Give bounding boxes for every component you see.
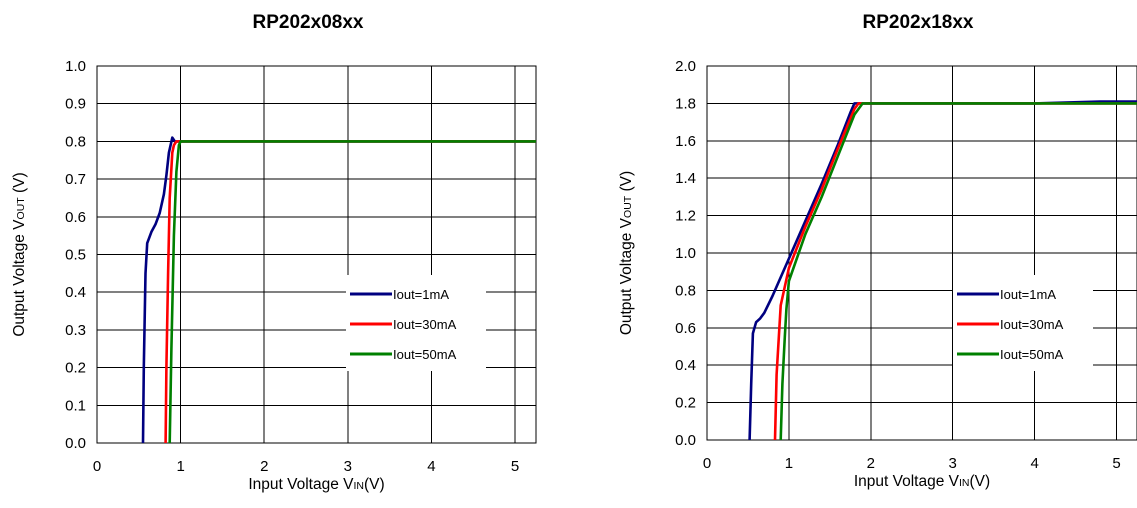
x-tick-label: 5	[1112, 455, 1120, 472]
y-axis-label-subscript: OUT	[15, 197, 27, 220]
series-line-2	[773, 102, 1137, 440]
x-axis-label-text: Input Voltage V	[248, 476, 354, 493]
y-tick-label: 0.0	[675, 432, 696, 449]
plot-frame	[706, 65, 1137, 441]
x-tick-label: 1	[785, 455, 793, 472]
y-tick-label: 1.6	[675, 133, 696, 150]
y-tick-label: 0.2	[675, 395, 696, 412]
y-tick-label: 1.0	[65, 58, 86, 75]
x-axis-label-subscript: IN	[959, 477, 970, 489]
legend-label-3: Iout=50mA	[393, 347, 457, 362]
y-tick-label: 0.9	[65, 96, 86, 113]
y-tick-label: 0.7	[65, 171, 86, 188]
y-tick-label: 2.0	[675, 58, 696, 75]
y-tick-label: 0.3	[65, 322, 86, 339]
plot-frame	[96, 65, 537, 444]
y-axis-label: Output Voltage VOUT (V)	[11, 172, 28, 336]
y-tick-label: 0.5	[65, 247, 86, 264]
x-tick-label: 4	[1030, 455, 1038, 472]
y-axis-label-subscript: OUT	[622, 195, 634, 218]
y-tick-label: 0.6	[675, 320, 696, 337]
legend-label-2: Iout=30mA	[393, 317, 457, 332]
y-axis-label: Output Voltage VOUT (V)	[618, 171, 635, 335]
y-axis-label-text: Output Voltage V	[11, 219, 28, 337]
y-tick-label: 0.6	[65, 209, 86, 226]
y-axis-label-unit: (V)	[618, 171, 635, 196]
series-group	[748, 100, 1137, 440]
y-tick-label: 0.8	[675, 282, 696, 299]
y-axis-label-unit: (V)	[11, 172, 28, 197]
x-tick-label: 0	[703, 455, 711, 472]
legend-label-2: Iout=30mA	[1000, 317, 1064, 332]
x-tick-label: 0	[93, 458, 101, 475]
series-line-1	[748, 100, 1137, 440]
legend-label-1: Iout=1mA	[393, 287, 449, 302]
x-axis-label-text: Input Voltage V	[854, 473, 960, 490]
x-tick-label: 1	[176, 458, 184, 475]
series-line-3	[779, 102, 1137, 440]
y-tick-label: 0.2	[65, 360, 86, 377]
y-tick-label: 1.0	[675, 245, 696, 262]
y-tick-label: 1.4	[675, 170, 696, 187]
y-tick-label: 1.8	[675, 95, 696, 112]
chart-2: RP202x18xx 0.0 0.2 0.4 0.6 0.8 1.0 1.2 1.4 1.6 1.8…	[618, 12, 1137, 490]
legend: Iout=1mA Iout=30mA Iout=50mA	[953, 275, 1093, 371]
y-tick-label: 0.4	[65, 284, 86, 301]
x-tick-label: 3	[344, 458, 352, 475]
x-tick-label: 3	[949, 455, 957, 472]
y-tick-label: 0.8	[65, 133, 86, 150]
chart-title: RP202x08xx	[253, 12, 364, 33]
legend-label-1: Iout=1mA	[1000, 287, 1056, 302]
y-tick-label: 0.1	[65, 397, 86, 414]
chart-title: RP202x18xx	[863, 12, 974, 33]
legend-label-3: Iout=50mA	[1000, 347, 1064, 362]
series-line-3	[168, 140, 536, 443]
y-tick-label: 0.0	[65, 435, 86, 452]
legend: Iout=1mA Iout=30mA Iout=50mA	[346, 275, 486, 371]
x-tick-label: 2	[867, 455, 875, 472]
y-tick-label: 0.4	[675, 357, 696, 374]
x-axis-label-unit: (V)	[969, 473, 990, 490]
y-axis-label-text: Output Voltage V	[618, 217, 635, 335]
x-tick-label: 5	[511, 458, 519, 475]
x-axis-label: Input Voltage VIN(V)	[248, 476, 384, 493]
series-group	[141, 136, 536, 443]
x-tick-label: 2	[260, 458, 268, 475]
y-tick-label: 1.2	[675, 208, 696, 225]
x-axis-label: Input Voltage VIN(V)	[854, 473, 990, 490]
chart-1: RP202x08xx 0.0 0.1 0.2 0.3 0.4 0.5 0.6 0.7 0.8 0.9…	[11, 12, 537, 493]
x-tick-label: 4	[427, 458, 435, 475]
x-axis-label-unit: (V)	[364, 476, 385, 493]
x-axis-label-subscript: IN	[353, 480, 364, 492]
